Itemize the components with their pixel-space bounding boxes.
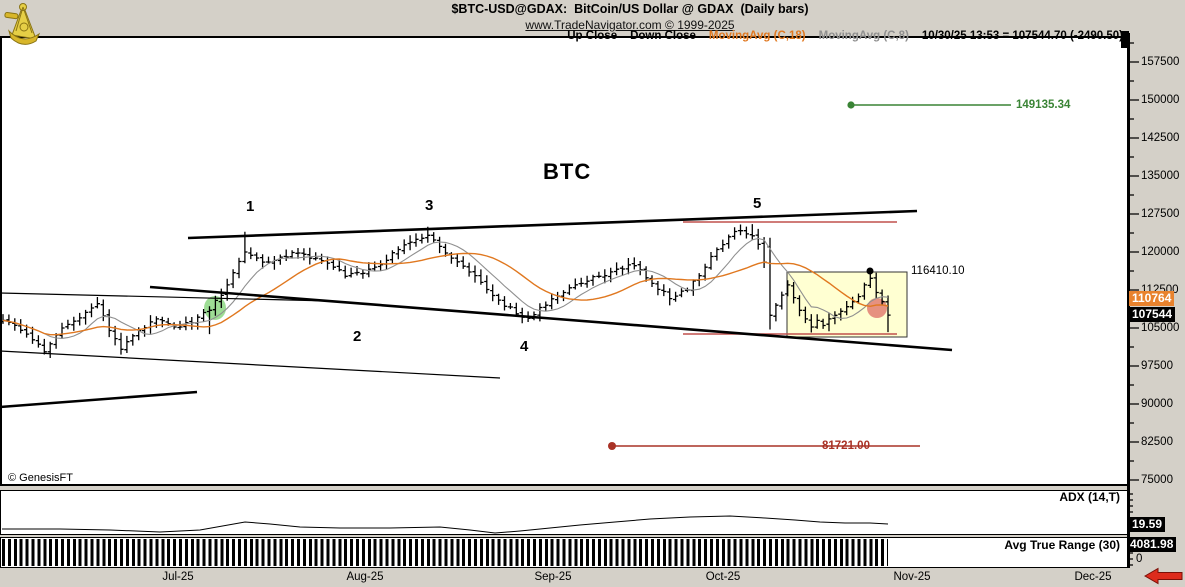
symbol-label: BTC	[543, 159, 592, 184]
price-tick-label: 97500	[1141, 359, 1173, 372]
legend-movingavg-18[interactable]: MovingAvg (C,18)	[708, 30, 806, 42]
chart-title: $BTC-USD@GDAX: BitCoin/US Dollar @ GDAX …	[451, 2, 809, 16]
adx-label: ADX (14,T)	[1059, 490, 1120, 504]
wave-label-2: 2	[353, 328, 362, 345]
subtitle: www.TradeNavigator.com © 1999-2025	[75, 18, 1185, 32]
legend-up-close[interactable]: Up Close	[567, 30, 618, 42]
scroll-left-arrow[interactable]	[1143, 566, 1185, 587]
axis-top-notch	[1121, 31, 1129, 48]
wave-label-1: 1	[246, 198, 255, 215]
price-tick-label: 157500	[1141, 55, 1180, 68]
box-high-label: 116410.10	[911, 265, 965, 277]
month-label: Nov-25	[893, 571, 931, 583]
tradenavigator-link[interactable]: www.TradeNavigator.com © 1999-2025	[525, 18, 735, 32]
price-tick-label: 105000	[1141, 321, 1180, 334]
ma18-price-badge: 110764	[1129, 291, 1175, 306]
price-tick-label: 90000	[1141, 397, 1173, 410]
atr-value-badge: 4081.98	[1127, 537, 1177, 552]
atr-bars	[2, 539, 888, 566]
month-label: Sep-25	[534, 571, 572, 583]
price-tick-label: 150000	[1141, 93, 1180, 106]
header-bar: $BTC-USD@GDAX: BitCoin/US Dollar @ GDAX …	[0, 0, 1185, 36]
month-label: Aug-25	[346, 571, 384, 583]
legend-down-close[interactable]: Down Close	[630, 30, 696, 42]
atr-label: Avg True Range (30)	[1004, 538, 1120, 552]
price-tick-label: 142500	[1141, 131, 1180, 144]
price-tick-label: 127500	[1141, 207, 1180, 220]
price-tick-label: 75000	[1141, 473, 1173, 486]
price-tick-label: 82500	[1141, 435, 1173, 448]
last-price-badge: 107544	[1129, 307, 1176, 322]
upper-target-label: 149135.34	[1016, 99, 1071, 111]
price-tick-label: 120000	[1141, 245, 1180, 258]
price-axis-line	[1127, 33, 1130, 568]
atr-zero-label: 0	[1136, 553, 1143, 565]
genesisft-copyright: © GenesisFT	[8, 472, 73, 484]
adx-value-badge: 19.59	[1129, 517, 1166, 532]
genesisft-logo-icon	[4, 3, 41, 45]
chart-bottom-border	[0, 484, 1129, 486]
wave-label-3: 3	[425, 197, 434, 214]
wave-label-5: 5	[753, 195, 762, 212]
chart-legend: Up Close Down Close MovingAvg (C,18) Mov…	[567, 30, 1123, 42]
wave-label-4: 4	[520, 338, 529, 355]
month-label: Oct-25	[705, 571, 741, 583]
legend-movingavg-8[interactable]: MovingAvg (C,8)	[818, 30, 909, 42]
time-axis[interactable]: Jul-25 Aug-25 Sep-25 Oct-25 Nov-25 Dec-25	[0, 568, 1185, 587]
cursor-quote-readout: 10/30/25 13:53 = 107544.70 (-2490.50)	[921, 30, 1123, 42]
price-tick-label: 135000	[1141, 169, 1180, 182]
month-label: Dec-25	[1074, 571, 1112, 583]
price-chart-canvas[interactable]	[0, 36, 1129, 486]
month-label: Jul-25	[162, 571, 194, 583]
adx-panel[interactable]	[0, 490, 1129, 535]
lower-target-label: 81721.00	[822, 440, 870, 452]
